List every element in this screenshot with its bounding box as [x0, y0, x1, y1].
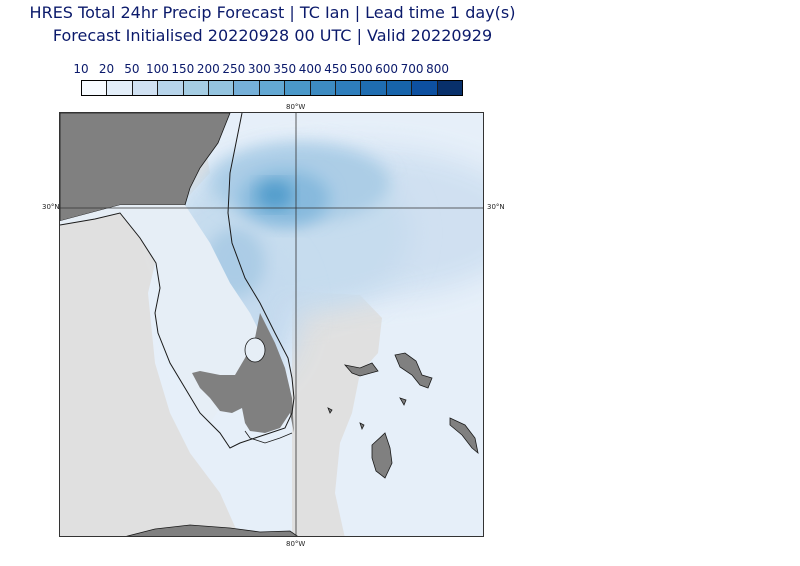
colorbar-level-label: 450	[324, 62, 348, 76]
colorbar-level-label: 300	[247, 62, 271, 76]
colorbar-cell	[183, 81, 210, 95]
colorbar-level-label: 800	[426, 62, 449, 76]
colorbar-level-label: 50	[124, 62, 140, 76]
colorbar-level-label: 20	[98, 62, 115, 76]
colorbar-level-label: 600	[375, 62, 399, 76]
colorbar-cell	[234, 81, 260, 95]
colorbar-cell	[310, 81, 337, 95]
colorbar-cell	[386, 81, 413, 95]
precip-field	[170, 143, 483, 388]
colorbar-cell	[412, 81, 438, 95]
colorbar-cell	[336, 81, 362, 95]
colorbar-level-label: 350	[273, 62, 297, 76]
precip-map	[59, 112, 484, 537]
map-title-line1: HRES Total 24hr Precip Forecast | TC Ian…	[29, 3, 516, 22]
colorbar-level-label: 100	[145, 62, 169, 76]
land-florida-dry	[192, 313, 294, 433]
lon-label-bottom: 80°W	[286, 540, 306, 548]
coastline-florida-keys	[244, 430, 293, 444]
colorbar-level-label: 400	[298, 62, 322, 76]
colorbar-cell	[158, 81, 184, 95]
coastline-florida	[60, 113, 295, 449]
colorbar-cell	[437, 81, 463, 95]
lat-label-left: 30°N	[42, 203, 60, 211]
colorbar-cell	[82, 81, 108, 95]
colorbar-level-label: 250	[222, 62, 246, 76]
colorbar-level-label: 150	[171, 62, 195, 76]
colorbar-level-label: 200	[196, 62, 220, 76]
no-precip-area-gulf	[60, 113, 240, 536]
bahamas-islands	[327, 352, 479, 479]
lon-label-top: 80°W	[286, 103, 306, 111]
colorbar-cell	[259, 81, 286, 95]
lat-label-right: 30°N	[487, 203, 505, 211]
colorbar-cell	[361, 81, 387, 95]
lake-okeechobee	[244, 337, 266, 363]
colorbar-cell	[285, 81, 311, 95]
colorbar-cell	[132, 81, 159, 95]
precip-colorbar	[81, 80, 463, 96]
colorbar-level-label: 700	[400, 62, 424, 76]
map-title-line2: Forecast Initialised 20220928 00 UTC | V…	[52, 26, 493, 45]
colorbar-level-label: 10	[73, 62, 89, 76]
colorbar-cell	[209, 81, 235, 95]
no-precip-area-atlantic	[292, 291, 382, 536]
land-cuba	[126, 524, 298, 536]
colorbar-cell	[107, 81, 133, 95]
colorbar-level-label: 500	[349, 62, 373, 76]
land-florida-wet	[60, 205, 275, 423]
